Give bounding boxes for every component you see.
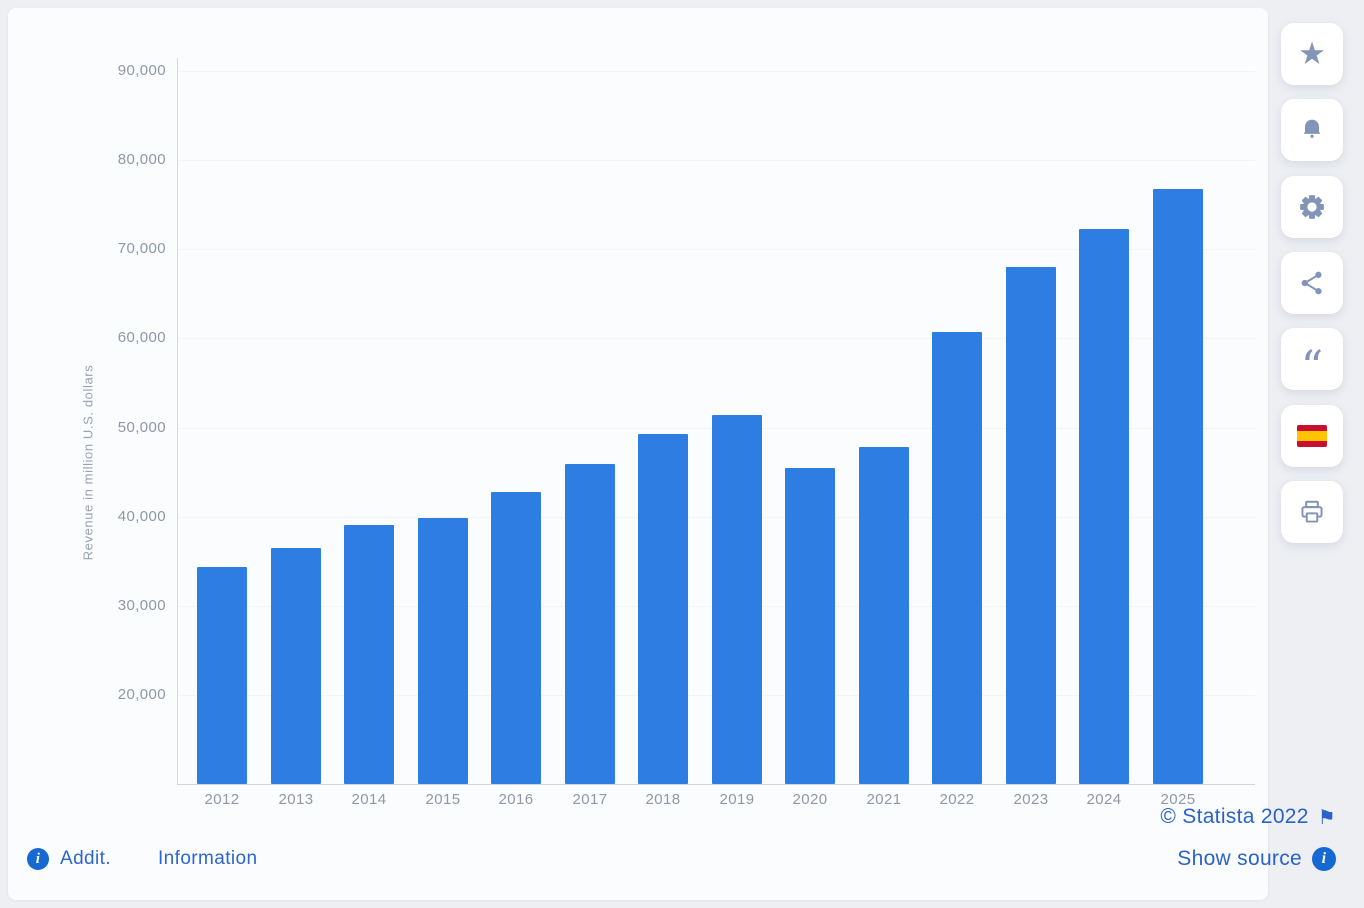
x-tick-label: 2019 <box>719 791 755 808</box>
report-flag-icon[interactable]: ⚑ <box>1317 805 1336 829</box>
bar-2015[interactable] <box>418 518 468 784</box>
x-axis-line <box>177 784 1255 785</box>
bar-2014[interactable] <box>344 525 394 784</box>
bar-2022[interactable] <box>932 332 982 784</box>
x-tick-label: 2018 <box>645 791 681 808</box>
gear-icon <box>1300 195 1324 219</box>
bar-2019[interactable] <box>712 415 762 784</box>
show-source-link[interactable]: Show source i <box>1177 847 1336 871</box>
gridline <box>178 338 1255 339</box>
x-tick-label: 2022 <box>939 791 975 808</box>
x-tick-label: 2016 <box>498 791 534 808</box>
cite-button[interactable]: “ <box>1281 328 1343 390</box>
bar-2012[interactable] <box>197 567 247 784</box>
y-tick-label: 60,000 <box>117 329 166 346</box>
bar-2013[interactable] <box>271 548 321 784</box>
copyright-text: © Statista 2022 <box>1160 805 1309 828</box>
bar-2018[interactable] <box>638 434 688 784</box>
flag-red-stripe <box>1297 441 1327 447</box>
bar-2024[interactable] <box>1079 229 1129 784</box>
gridline <box>178 160 1255 161</box>
y-tick-label: 80,000 <box>117 151 166 168</box>
copyright: © Statista 2022 ⚑ <box>1160 805 1336 829</box>
x-tick-label: 2013 <box>278 791 314 808</box>
additional-info-prefix[interactable]: Addit. <box>60 848 111 869</box>
x-tick-label: 2021 <box>866 791 902 808</box>
star-icon: ★ <box>1298 35 1326 72</box>
source-info-icon[interactable]: i <box>1312 847 1336 871</box>
y-axis-title: Revenue in million U.S. dollars <box>80 364 96 561</box>
y-tick-label: 30,000 <box>117 597 166 614</box>
additional-information-link[interactable]: i Addit. Information <box>27 848 257 870</box>
bar-2016[interactable] <box>491 492 541 784</box>
bar-2017[interactable] <box>565 464 615 784</box>
spain-flag-icon <box>1297 425 1327 447</box>
settings-button[interactable] <box>1281 176 1343 238</box>
x-tick-label: 2012 <box>204 791 240 808</box>
bar-2025[interactable] <box>1153 189 1203 784</box>
quote-icon: “ <box>1300 342 1324 394</box>
printer-icon <box>1301 500 1323 523</box>
x-tick-label: 2015 <box>425 791 461 808</box>
gridline <box>178 249 1255 250</box>
flag-yellow-stripe <box>1297 430 1327 442</box>
bar-2023[interactable] <box>1006 267 1056 784</box>
additional-info-label[interactable]: Information <box>158 848 258 869</box>
language-button[interactable] <box>1281 405 1343 467</box>
favorite-button[interactable]: ★ <box>1281 23 1343 85</box>
y-tick-label: 20,000 <box>117 686 166 703</box>
share-button[interactable] <box>1281 252 1343 314</box>
info-icon: i <box>27 848 49 870</box>
alert-button[interactable] <box>1281 99 1343 161</box>
y-tick-label: 40,000 <box>117 508 166 525</box>
y-axis-line <box>177 58 178 784</box>
x-tick-label: 2024 <box>1086 791 1122 808</box>
gridline <box>178 71 1255 72</box>
x-tick-label: 2020 <box>792 791 828 808</box>
share-icon <box>1301 271 1322 295</box>
show-source-label[interactable]: Show source <box>1177 847 1302 870</box>
bar-2020[interactable] <box>785 468 835 784</box>
y-tick-label: 50,000 <box>117 419 166 436</box>
x-tick-label: 2017 <box>572 791 608 808</box>
bar-2021[interactable] <box>859 447 909 784</box>
flag-red-stripe <box>1297 425 1327 431</box>
bell-icon <box>1303 119 1321 138</box>
y-tick-label: 90,000 <box>117 62 166 79</box>
x-tick-label: 2025 <box>1160 791 1196 808</box>
x-tick-label: 2023 <box>1013 791 1049 808</box>
x-tick-label: 2014 <box>351 791 387 808</box>
y-tick-label: 70,000 <box>117 240 166 257</box>
print-button[interactable] <box>1281 481 1343 543</box>
